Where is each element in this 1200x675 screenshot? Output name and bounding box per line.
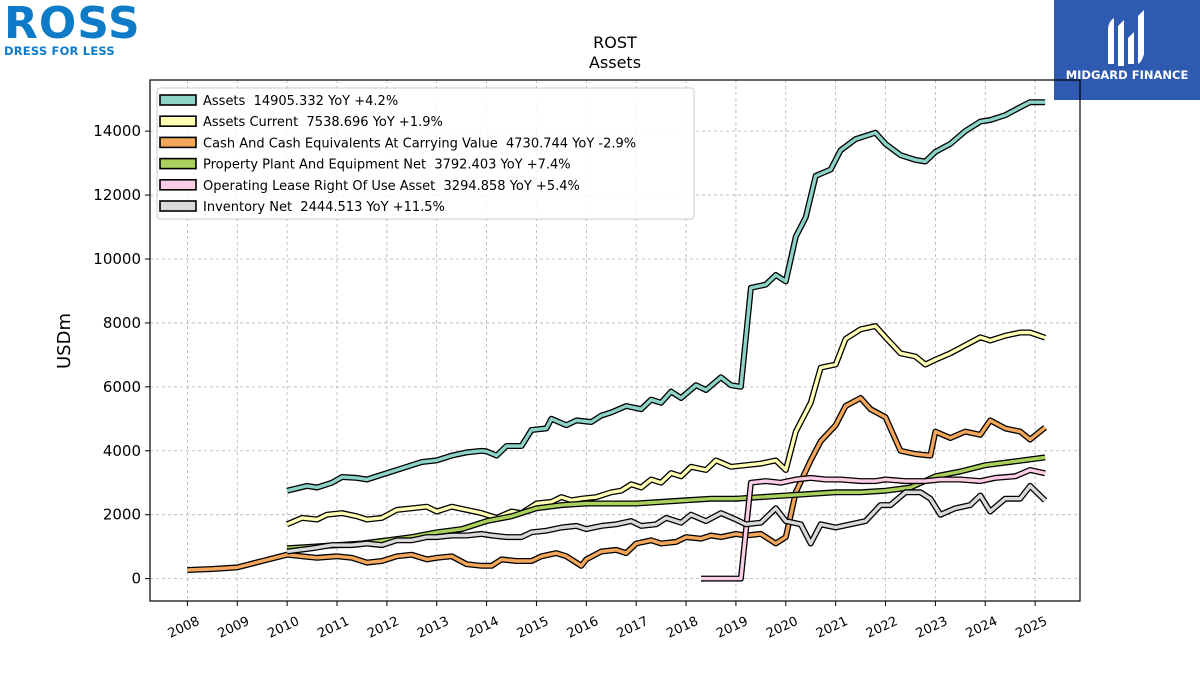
legend-label-2: Cash And Cash Equivalents At Carrying Va… bbox=[203, 136, 636, 151]
x-tick-label: 2021 bbox=[814, 614, 850, 642]
y-tick-label: 6000 bbox=[103, 378, 141, 396]
series-line-4 bbox=[701, 468, 1046, 581]
midgard-finance-name: MIDGARD FINANCE bbox=[1065, 68, 1189, 82]
legend-label-0: Assets 14905.332 YoY +4.2% bbox=[203, 94, 398, 109]
midgard-finance-logo: MIDGARD FINANCE bbox=[1054, 0, 1200, 100]
legend-label-4: Operating Lease Right Of Use Asset 3294.… bbox=[203, 179, 580, 194]
x-tick-label: 2015 bbox=[515, 614, 551, 642]
series-lines bbox=[187, 99, 1048, 582]
x-tick-label: 2013 bbox=[415, 614, 451, 642]
x-tick-label: 2017 bbox=[615, 614, 651, 642]
y-axis-label: USDm bbox=[54, 313, 75, 369]
x-tick-label: 2022 bbox=[864, 614, 900, 642]
legend-swatch-3 bbox=[159, 157, 197, 170]
x-tick-label: 2020 bbox=[764, 614, 800, 642]
x-tick-label: 2014 bbox=[465, 614, 501, 642]
x-tick-label: 2023 bbox=[914, 614, 950, 642]
ross-logo: ROSS DRESS FOR LESS bbox=[4, 0, 141, 59]
series-line-1 bbox=[286, 324, 1046, 526]
legend-swatch-2 bbox=[159, 136, 197, 149]
series-line-5 bbox=[286, 484, 1047, 554]
plot-frame bbox=[149, 79, 1081, 602]
y-tick-label: 0 bbox=[131, 570, 141, 588]
y-tick-label: 4000 bbox=[103, 442, 141, 460]
series-line-0 bbox=[286, 100, 1046, 493]
x-tick-label: 2011 bbox=[315, 614, 351, 642]
chart-subtitle: Assets bbox=[589, 53, 641, 72]
x-tick-label: 2010 bbox=[265, 614, 301, 642]
y-tick-label: 2000 bbox=[103, 506, 141, 524]
y-tick-label: 10000 bbox=[93, 250, 141, 268]
legend-swatch-1 bbox=[159, 115, 197, 127]
x-tick-label: 2018 bbox=[664, 614, 700, 642]
y-tick-label: 8000 bbox=[103, 314, 141, 332]
legend-swatch-4 bbox=[159, 179, 197, 191]
legend: Assets 14905.332 YoY +4.2% Assets Current… bbox=[156, 87, 695, 220]
legend-swatch-0 bbox=[159, 94, 197, 106]
x-tick-label: 2012 bbox=[365, 614, 401, 642]
legend-label-3: Property Plant And Equipment Net 3792.40… bbox=[203, 158, 571, 173]
x-tick-label: 2016 bbox=[565, 614, 601, 642]
x-tick-label: 2024 bbox=[964, 614, 1000, 642]
x-tick-label: 2025 bbox=[1013, 614, 1049, 642]
legend-label-1: Assets Current 7538.696 YoY +1.9% bbox=[203, 115, 443, 130]
series-line-2 bbox=[187, 396, 1047, 572]
y-tick-label: 14000 bbox=[93, 122, 141, 140]
y-tick-label: 12000 bbox=[93, 186, 141, 204]
x-tick-label: 2009 bbox=[216, 614, 252, 642]
legend-label-5: Inventory Net 2444.513 YoY +11.5% bbox=[203, 200, 445, 215]
x-tick-label: 2019 bbox=[714, 614, 750, 642]
legend-box bbox=[156, 87, 695, 220]
ross-logo-text: ROSS bbox=[4, 0, 141, 49]
legend-swatch-5 bbox=[159, 200, 197, 212]
midgard-emblem-icon bbox=[1108, 10, 1144, 66]
x-tick-label: 2008 bbox=[166, 614, 202, 642]
series-line-outline-1 bbox=[285, 323, 1047, 528]
series-line-3 bbox=[286, 455, 1046, 550]
chart-title: ROST bbox=[593, 33, 637, 52]
ross-logo-tagline: DRESS FOR LESS bbox=[4, 44, 115, 58]
